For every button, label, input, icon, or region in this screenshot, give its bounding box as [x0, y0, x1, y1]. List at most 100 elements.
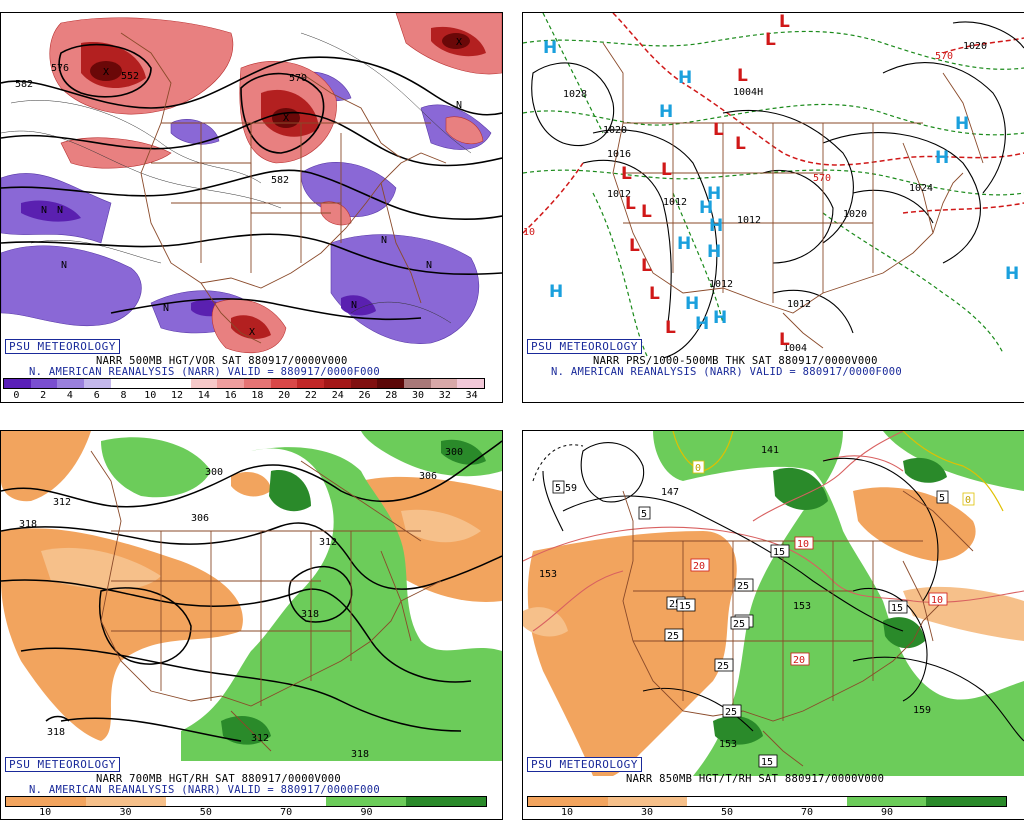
map-caption-valid: N. AMERICAN REANALYSIS (NARR) VALID = 88…: [29, 366, 380, 378]
temperature-label: 5: [555, 483, 561, 494]
contour-label: 582: [15, 79, 33, 90]
temperature-label-box: [770, 544, 790, 558]
panel-pressure-thickness: 1028 1020 1016 1012 1012 1012 1020 1024 …: [522, 12, 1024, 403]
colorbar-label: 10: [560, 807, 574, 818]
temperature-label: 10: [931, 595, 943, 606]
temperature-label: 25: [737, 581, 749, 592]
colorbar-swatch: [404, 379, 431, 388]
isobar-label: 1016: [607, 149, 631, 160]
colorbar-swatch: [4, 379, 31, 388]
colorbar-swatch: [6, 797, 86, 806]
contour-label: 576: [51, 63, 69, 74]
contour-label: 300: [205, 467, 223, 478]
temperature-label-box: [730, 616, 750, 630]
colorbar-swatch: [57, 379, 85, 388]
colorbar-label: 10: [144, 390, 157, 401]
colorbar-label: 90: [360, 807, 373, 818]
colorbar-swatch: [406, 797, 486, 806]
contour-label: 318: [19, 519, 37, 530]
low-pressure-marker: L: [641, 256, 652, 276]
high-pressure-marker: H: [549, 282, 563, 302]
colorbar-label: 8: [120, 390, 127, 401]
high-pressure-marker: H: [543, 38, 557, 58]
colorbar-swatch: [326, 797, 406, 806]
temperature-label-box: [676, 598, 696, 612]
colorbar-swatch: [607, 797, 688, 806]
colorbar-swatch: [270, 379, 298, 388]
colorbar-swatch: [86, 797, 166, 806]
temperature-label-box: [638, 506, 651, 520]
colorbar-label: 30: [119, 807, 132, 818]
isobar-label: 1004H: [733, 87, 763, 98]
colorbar-label: 10: [39, 807, 52, 818]
contour-label: 312: [53, 497, 71, 508]
colorbar-swatch: [246, 797, 326, 806]
temperature-label-box: [664, 628, 684, 642]
min-marker: N: [456, 100, 462, 111]
temperature-label: 25: [725, 707, 737, 718]
temperature-label-box: [758, 754, 778, 768]
colorbar-swatch: [528, 797, 608, 806]
high-pressure-marker: H: [678, 68, 692, 88]
temperature-label-box: [790, 652, 810, 666]
map-caption-title: NARR 500MB HGT/VOR SAT 880917/0000V000: [96, 355, 348, 367]
colorbar-swatch: [190, 379, 218, 388]
contour-label: 306: [419, 471, 437, 482]
low-pressure-marker: L: [779, 330, 790, 350]
colorbar-label: 32: [438, 390, 451, 401]
pressure-map: 1028 1020 1016 1012 1012 1012 1020 1024 …: [523, 13, 1024, 358]
min-marker: N: [61, 260, 67, 271]
humidity-700-map: 312 318 300 306 306 300 312 318 318 318 …: [1, 431, 502, 761]
temperature-label-box: [552, 480, 565, 494]
contour-label: 153: [719, 739, 737, 750]
contour-label: 552: [121, 71, 139, 82]
contour-label: 159: [559, 483, 577, 494]
low-pressure-marker: L: [629, 236, 640, 256]
low-pressure-marker: L: [765, 30, 776, 50]
isobar-label: 1028: [563, 89, 587, 100]
low-pressure-marker: L: [625, 194, 636, 214]
colorbar-label: 6: [93, 390, 100, 401]
colorbar-label: 16: [224, 390, 237, 401]
colorbar-swatch: [84, 379, 111, 388]
high-pressure-marker: H: [709, 216, 723, 236]
max-marker: X: [103, 67, 109, 78]
source-badge: PSU METEOROLOGY: [5, 339, 120, 354]
temperature-label: 25: [669, 599, 681, 610]
colorbar-label: 34: [465, 390, 478, 401]
high-pressure-marker: H: [1005, 264, 1019, 284]
isobar-label: 1004: [783, 343, 807, 354]
colorbar-swatch: [324, 379, 351, 388]
temperature-label-box: [714, 658, 734, 672]
vorticity-map: 582 576 570 552 582 N N N N N N N N X X …: [1, 13, 502, 354]
high-pressure-marker: H: [685, 294, 699, 314]
contour-label: 312: [319, 537, 337, 548]
temperature-label: 5: [939, 493, 945, 504]
colorbar-label: 90: [880, 807, 894, 818]
map-caption-valid: N. AMERICAN REANALYSIS (NARR) VALID = 88…: [551, 366, 902, 378]
contour-label: 582: [271, 175, 289, 186]
isobar-label: 1012: [607, 189, 631, 200]
colorbar-swatch: [217, 379, 245, 388]
low-pressure-marker: L: [779, 13, 790, 32]
temperature-label: 20: [793, 655, 805, 666]
contour-label: 147: [661, 487, 679, 498]
high-pressure-marker: H: [707, 242, 721, 262]
source-badge: PSU METEOROLOGY: [527, 757, 642, 772]
colorbar-label: 14: [197, 390, 210, 401]
high-pressure-marker: H: [659, 102, 673, 122]
thickness-label: 570: [935, 51, 953, 62]
min-marker: N: [41, 205, 47, 216]
temperature-label-box: [690, 558, 710, 572]
colorbar-swatch: [846, 797, 927, 806]
colorbar-label: 50: [199, 807, 212, 818]
temperature-label: 25: [667, 631, 679, 642]
temperature-label: 25: [717, 661, 729, 672]
high-pressure-marker: H: [699, 198, 713, 218]
isobar-label: 1020: [843, 209, 867, 220]
contour-label: 318: [47, 727, 65, 738]
temperature-label-box: [692, 460, 705, 474]
colorbar-label: 20: [278, 390, 291, 401]
min-marker: N: [381, 235, 387, 246]
low-pressure-marker: L: [641, 202, 652, 222]
